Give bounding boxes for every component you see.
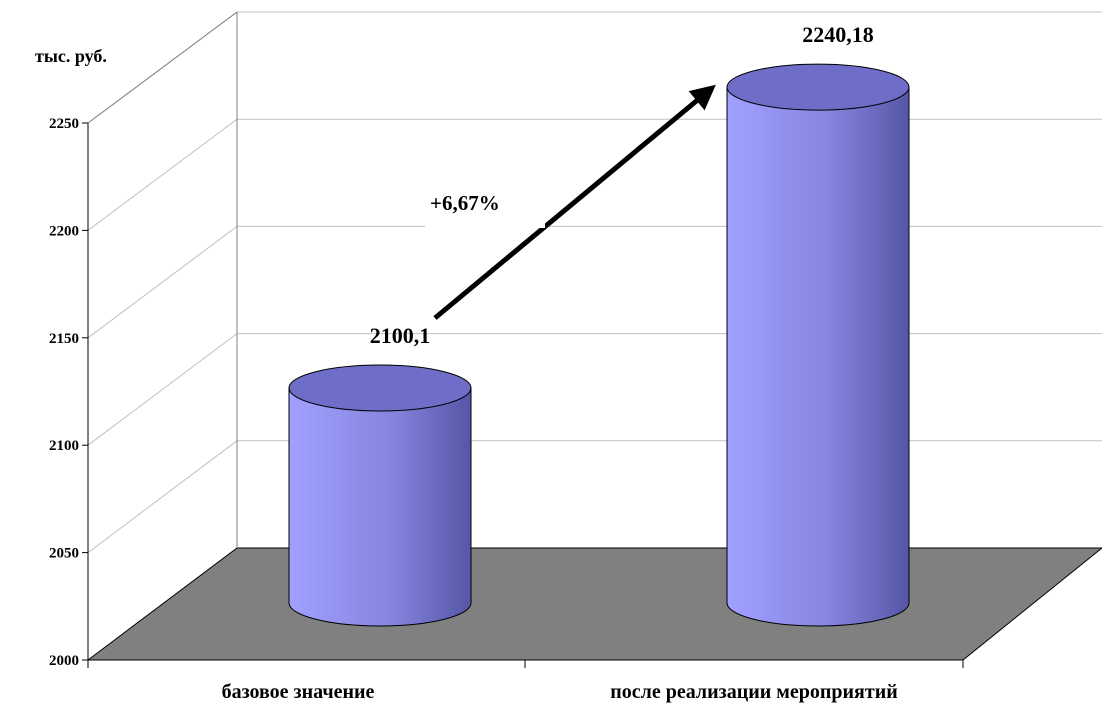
gridline xyxy=(87,11,1102,124)
y-tick-label: 2050 xyxy=(49,546,79,562)
y-tick-label: 2000 xyxy=(49,653,79,669)
bar xyxy=(288,364,472,627)
annotation-background xyxy=(425,184,545,228)
category-label: после реализации мероприятий xyxy=(610,681,898,703)
y-axis-unit-label: тыс. руб. xyxy=(35,46,107,66)
axis-lines xyxy=(82,11,964,668)
gridlines xyxy=(87,11,1102,553)
category-label: базовое значение xyxy=(222,681,375,703)
bar-body xyxy=(288,387,472,627)
growth-annotation: +6,67% xyxy=(430,191,500,215)
bar xyxy=(726,63,910,627)
bar-top xyxy=(726,63,910,111)
side-wall-top-edge xyxy=(87,11,238,124)
y-tick-label: 2100 xyxy=(49,438,79,454)
value-label: 2240,18 xyxy=(802,22,874,47)
bar-body xyxy=(726,86,910,627)
y-tick-label: 2200 xyxy=(49,223,79,239)
y-tick-label: 2250 xyxy=(49,116,79,132)
gridline xyxy=(87,118,1102,231)
gridline xyxy=(87,225,1102,339)
bar-top xyxy=(288,364,472,412)
y-tick-labels: 2000 2050 2100 2150 2200 2250 xyxy=(49,116,79,669)
value-label: 2100,1 xyxy=(370,323,431,348)
y-tick-label: 2150 xyxy=(49,331,79,347)
gridline xyxy=(87,333,1102,446)
bars xyxy=(288,63,910,627)
growth-arrow xyxy=(433,84,716,320)
chart-floor xyxy=(86,547,1102,661)
value-labels: 2100,1 2240,18 xyxy=(370,22,874,348)
gridline xyxy=(87,440,1102,553)
category-labels: базовое значение после реализации меропри… xyxy=(222,681,898,703)
